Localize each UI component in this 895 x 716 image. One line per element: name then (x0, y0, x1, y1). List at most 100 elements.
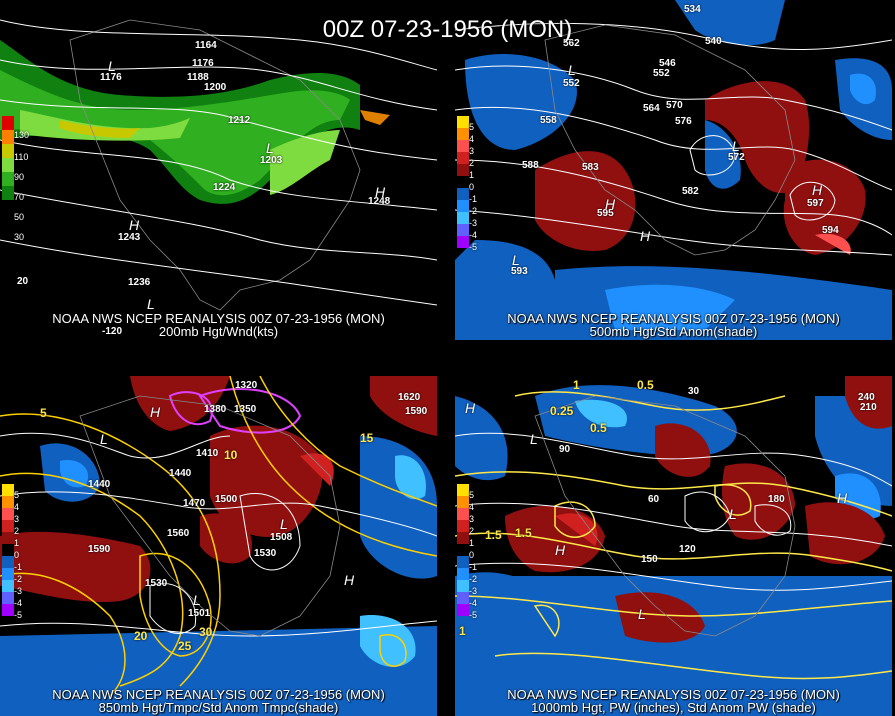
contour-label: 1212 (228, 115, 251, 126)
contour-label: 552 (653, 68, 670, 79)
pw-label: 1.5 (485, 528, 502, 542)
pw-label: 0.25 (550, 404, 574, 418)
legend-tick: -4 (14, 598, 23, 608)
panel-field-caption: 850mb Hgt/Tmpc/Std Anom Tmpc(shade) (98, 700, 339, 715)
pw-label: 0.5 (637, 378, 654, 392)
low-marker: L (512, 252, 520, 268)
contour-label: 1200 (204, 82, 227, 93)
legend-tick: 0 (469, 550, 475, 560)
legend-tick: 3 (469, 146, 475, 156)
legend-tick: 1 (469, 170, 475, 180)
low-marker: L (729, 506, 737, 522)
contour-label: 583 (582, 162, 599, 173)
panel-source-caption: NOAA NWS NCEP REANALYSIS 00Z 07-23-1956 … (52, 311, 385, 326)
low-marker: L (732, 138, 740, 154)
low-marker: L (638, 606, 646, 622)
map-200mb (0, 19, 437, 311)
high-marker: H (375, 184, 386, 200)
contour-label: 564 (643, 103, 660, 114)
high-marker: H (837, 490, 848, 506)
contour-label: 597 (807, 198, 824, 209)
legend-tick: 3 (469, 514, 475, 524)
map-500mb (455, 0, 892, 340)
low-marker: L (280, 516, 288, 532)
legend-tick: -1 (14, 562, 23, 572)
legend-tick: 0 (14, 550, 20, 560)
contour-label: 1560 (167, 528, 190, 539)
legend-tick: 1 (469, 538, 475, 548)
contour-label: 1224 (213, 182, 236, 193)
panel-source-caption: NOAA NWS NCEP REANALYSIS 00Z 07-23-1956 … (52, 687, 385, 702)
panel-1000mb: 5 4 3 2 1 0 -1 -2 -3 -4 -5 0.25 0.5 1 1.… (455, 376, 892, 716)
legend-tick: 2 (469, 526, 475, 536)
legend-tick: 1 (14, 538, 20, 548)
low-marker: L (566, 27, 574, 43)
legend-tick: 2 (469, 158, 475, 168)
temp-label: 5 (40, 406, 47, 420)
contour-label: 588 (522, 160, 539, 171)
temp-label: 30 (199, 625, 213, 639)
contour-label: 552 (563, 78, 580, 89)
high-marker: H (465, 400, 476, 416)
contour-label: 1350 (234, 404, 257, 415)
low-marker: L (147, 296, 155, 312)
legend-tick: -3 (469, 218, 478, 228)
contour-label: 1620 (398, 392, 421, 403)
legend-tick: 30 (14, 232, 25, 242)
legend-tick: 0 (469, 182, 475, 192)
legend-tick: 70 (14, 192, 25, 202)
panel-200mb: 130 110 90 70 50 30 1164 1176 1188 1200 … (0, 0, 437, 340)
contour-label: 540 (705, 36, 722, 47)
high-marker: H (812, 182, 823, 198)
legend-tick: -4 (469, 598, 478, 608)
legend-500mb: 5 4 3 2 1 0 -1 -2 -3 -4 -5 (457, 116, 477, 252)
panel-850mb: 5 4 3 2 1 0 -1 -2 -3 -4 -5 1320 1350 138… (0, 376, 437, 716)
contour-label: 594 (822, 225, 839, 236)
legend-tick: -3 (469, 586, 478, 596)
pw-label: 1 (573, 378, 580, 392)
contour-label: 582 (682, 186, 699, 197)
legend-200mb: 130 110 90 70 50 30 (2, 116, 29, 242)
contour-label: 534 (684, 4, 701, 15)
panel-field-caption: 1000mb Hgt, PW (inches), Std Anom PW (sh… (531, 700, 816, 715)
contour-label: 30 (688, 386, 700, 397)
legend-tick: 2 (14, 526, 20, 536)
contour-label: 1508 (270, 532, 293, 543)
legend-tick: -5 (469, 610, 478, 620)
legend-tick: 50 (14, 212, 25, 222)
low-marker: L (108, 58, 116, 74)
contour-label: 558 (540, 115, 557, 126)
contour-label: 1236 (128, 277, 151, 288)
contour-label: 180 (768, 494, 785, 505)
contour-label: 90 (559, 444, 571, 455)
high-marker: H (129, 217, 140, 233)
low-marker: L (100, 431, 108, 447)
contour-label: 1590 (405, 406, 428, 417)
contour-label: 120 (679, 544, 696, 555)
legend-tick: 5 (14, 490, 20, 500)
contour-label: 1203 (260, 155, 283, 166)
high-marker: H (150, 404, 161, 420)
contour-label: 1530 (254, 548, 277, 559)
legend-tick: 4 (14, 502, 20, 512)
legend-tick: 4 (469, 502, 475, 512)
legend-tick: 110 (14, 152, 29, 162)
contour-label: 1380 (204, 404, 227, 415)
contour-label: 1470 (183, 498, 206, 509)
legend-tick: 90 (14, 172, 25, 182)
contour-label: 60 (648, 494, 660, 505)
contour-label: 595 (597, 208, 614, 219)
legend-tick: -5 (14, 610, 23, 620)
legend-tick: -3 (14, 586, 23, 596)
contour-label: 593 (511, 266, 528, 277)
pw-label: 1 (459, 624, 466, 638)
contour-label: 1176 (192, 58, 214, 69)
legend-tick: 5 (469, 122, 475, 132)
contour-label: 576 (675, 116, 692, 127)
temp-label: 10 (224, 448, 238, 462)
contour-label: 572 (728, 152, 745, 163)
contour-label: 1440 (169, 468, 192, 479)
panel-500mb: 5 4 3 2 1 0 -1 -2 -3 -4 -5 534 540 546 5… (455, 0, 892, 340)
high-marker: H (640, 228, 651, 244)
contour-label: 1248 (368, 196, 391, 207)
